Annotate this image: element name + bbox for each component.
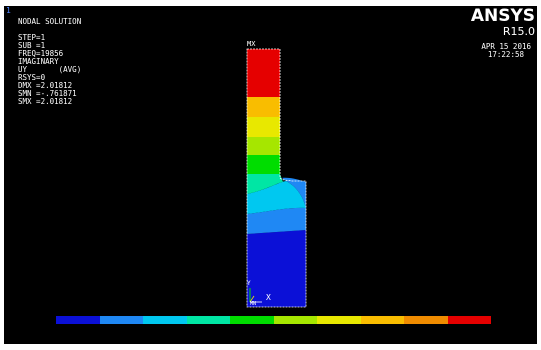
info-line: SMX =2.01812 bbox=[18, 97, 73, 106]
legend-tick-label: 1.70923 bbox=[400, 326, 430, 334]
legend-swatch bbox=[317, 316, 361, 324]
legend-tick-label: .782568 bbox=[265, 334, 296, 342]
band-5 bbox=[247, 137, 280, 155]
info-line: NODAL SOLUTION bbox=[18, 17, 82, 26]
legend-swatch bbox=[447, 316, 491, 324]
triad-y-label: Y bbox=[247, 280, 251, 287]
model-outline bbox=[246, 48, 307, 308]
plot-date: APR 15 2016 bbox=[481, 42, 531, 51]
legend-tick-label: .164792 bbox=[178, 334, 209, 342]
band-0 bbox=[247, 230, 306, 307]
ansys-logo: ANSYS bbox=[470, 6, 535, 26]
axis-triad: X Y MN bbox=[247, 280, 271, 307]
legend-tick-label: 1.09146 bbox=[313, 326, 343, 334]
info-line: FREQ=19856 bbox=[18, 49, 64, 58]
band-7 bbox=[247, 97, 280, 117]
band-4 bbox=[247, 155, 280, 174]
legend-swatch bbox=[143, 316, 187, 324]
legend-tick-label: -.144095 bbox=[139, 326, 173, 334]
legend-tick-label: .47368 bbox=[226, 326, 252, 334]
legend-tick-label: 1.40034 bbox=[352, 334, 383, 342]
legend-swatch bbox=[186, 316, 230, 324]
band-3b bbox=[282, 177, 306, 208]
legend-swatch bbox=[56, 316, 100, 324]
contour-model: X Y MN bbox=[246, 48, 307, 308]
legend-swatch bbox=[360, 316, 404, 324]
info-line: UY (AVG) bbox=[18, 65, 82, 74]
legend-swatch bbox=[99, 316, 143, 324]
triad-x-label: X bbox=[266, 293, 271, 302]
band-3 bbox=[247, 174, 283, 194]
info-line: DMX =2.01812 bbox=[18, 81, 73, 90]
info-line: STEP=1 bbox=[18, 33, 46, 42]
legend-swatch bbox=[404, 316, 448, 324]
info-line: RSYS=0 bbox=[18, 73, 46, 82]
band-1 bbox=[247, 207, 306, 234]
min-marker-label: MN bbox=[250, 301, 256, 307]
band-2 bbox=[247, 181, 306, 214]
solution-info-block: NODAL SOLUTION STEP=1 SUB =1 FREQ=19856 IMAG… bbox=[18, 18, 81, 106]
band-9 bbox=[247, 49, 280, 97]
legend-swatch bbox=[273, 316, 317, 324]
model-lower-region bbox=[247, 174, 306, 307]
legend-swatch bbox=[230, 316, 274, 324]
ansys-version: R15.0 bbox=[502, 25, 535, 38]
plot-time: 17:22:58 bbox=[487, 50, 524, 59]
info-line: IMAGINARY bbox=[18, 57, 59, 66]
graphics-viewport[interactable]: 1 NODAL SOLUTION STEP=1 SUB =1 FREQ=19856 IM… bbox=[4, 6, 537, 344]
info-line: SMN =-.761871 bbox=[18, 89, 77, 98]
info-line: SUB =1 bbox=[18, 41, 46, 50]
contour-legend-bar bbox=[56, 316, 491, 324]
band-6 bbox=[247, 117, 280, 137]
window-number: 1 bbox=[6, 6, 11, 15]
max-marker-label: MX bbox=[247, 40, 256, 48]
legend-tick-label: -.452983 bbox=[91, 334, 126, 342]
legend-tick-label: 2.01812 bbox=[475, 334, 505, 342]
legend-tick-label: -.761871 bbox=[52, 326, 86, 334]
